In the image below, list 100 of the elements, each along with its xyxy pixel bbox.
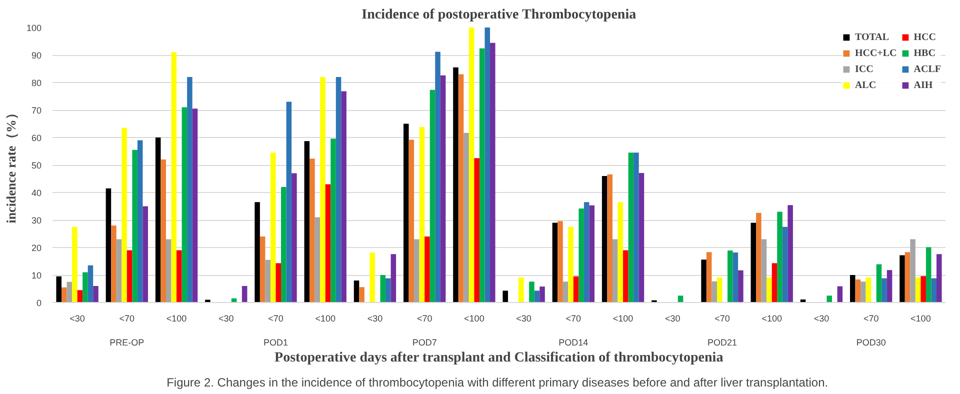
bar (66, 282, 72, 302)
x-tick-label: <100 (612, 314, 634, 324)
bar (479, 48, 485, 302)
bar (414, 239, 420, 302)
bar (900, 255, 905, 302)
y-tick-label: 30 (31, 216, 42, 226)
text: POD14 (558, 338, 588, 348)
bar (589, 205, 594, 302)
bar (126, 250, 132, 302)
bar (529, 282, 534, 302)
bar (728, 250, 733, 302)
x-tick-label: <30 (665, 314, 680, 324)
bar (155, 138, 161, 302)
bar (192, 108, 198, 302)
bar (281, 187, 286, 302)
bar (354, 280, 360, 302)
bar (187, 77, 192, 302)
bar (440, 75, 446, 302)
bar (404, 124, 409, 302)
bar (915, 277, 921, 302)
bar (265, 260, 270, 302)
legend-label: TOTAL (854, 31, 890, 43)
bar (568, 226, 574, 302)
bar (623, 250, 628, 302)
x-tick-label: <100 (464, 314, 484, 324)
y-tick-label: 100 (26, 23, 42, 33)
bar (310, 158, 315, 302)
bar (292, 173, 297, 302)
x-tick-label: <100 (910, 314, 931, 324)
x-tick-label: <70 (863, 314, 879, 324)
legend-label: AIH (914, 79, 934, 91)
bar (678, 296, 684, 302)
x-axis-title: Postoperative days after transplant and Classification of thrombocytopenia (274, 350, 724, 366)
bar (56, 276, 62, 302)
bar (562, 282, 568, 302)
bar (634, 152, 639, 302)
x-tick-label: <100 (166, 314, 187, 324)
bar (766, 277, 772, 302)
y-tick-label: 20 (31, 243, 42, 253)
bar (490, 42, 496, 302)
bar (254, 202, 260, 302)
bar (453, 67, 458, 302)
bar (430, 90, 436, 302)
bar (540, 286, 545, 302)
bar (602, 176, 608, 302)
bar (88, 265, 94, 302)
bar (160, 160, 166, 302)
x-tick-label: <30 (70, 314, 85, 324)
bar (886, 270, 892, 302)
x-tick-label: <100 (315, 314, 336, 324)
bar (182, 107, 188, 302)
bar (122, 128, 127, 302)
x-tick-label: <70 (416, 314, 432, 324)
bar (474, 158, 480, 302)
bar (926, 247, 932, 302)
bar (82, 272, 88, 302)
bar (882, 278, 887, 302)
bar (534, 290, 540, 302)
bar (320, 77, 326, 302)
text: PRE-OP (110, 338, 144, 348)
bar (628, 152, 634, 302)
bar (304, 141, 310, 302)
legend-label: HCC (914, 31, 936, 43)
bar (325, 184, 331, 302)
bar (106, 188, 112, 302)
bar (931, 278, 937, 302)
bar (837, 286, 843, 302)
bar (468, 28, 474, 302)
text: POD1 (263, 338, 288, 348)
bar (286, 102, 292, 302)
bar (552, 222, 558, 302)
bar (330, 138, 336, 302)
x-tick-label: <70 (714, 314, 730, 324)
bar (260, 236, 266, 302)
bar (61, 287, 67, 302)
x-tick-label: <30 (814, 314, 830, 324)
x-tick-label: <30 (218, 314, 234, 324)
legend-label: ICC (854, 63, 874, 75)
y-tick-label: 60 (31, 133, 42, 143)
bar (910, 239, 916, 302)
bar (904, 252, 910, 302)
y-tick-label: 10 (31, 270, 42, 280)
bar (270, 152, 276, 302)
y-axis-title: incidence rate（%） (3, 106, 18, 224)
bar (866, 277, 872, 302)
bar (607, 174, 612, 302)
bar (137, 140, 143, 302)
bar (408, 140, 414, 302)
bar (424, 236, 430, 302)
bar (738, 270, 744, 302)
bar (77, 290, 83, 302)
bar (72, 226, 78, 302)
bar (132, 150, 138, 302)
y-tick-label: 50 (31, 160, 42, 170)
bar (716, 277, 722, 302)
legend-label: ALC (854, 79, 876, 91)
bar (850, 275, 856, 302)
bar (712, 281, 717, 302)
bar (612, 239, 618, 302)
y-tick-label: 0 (36, 298, 42, 308)
